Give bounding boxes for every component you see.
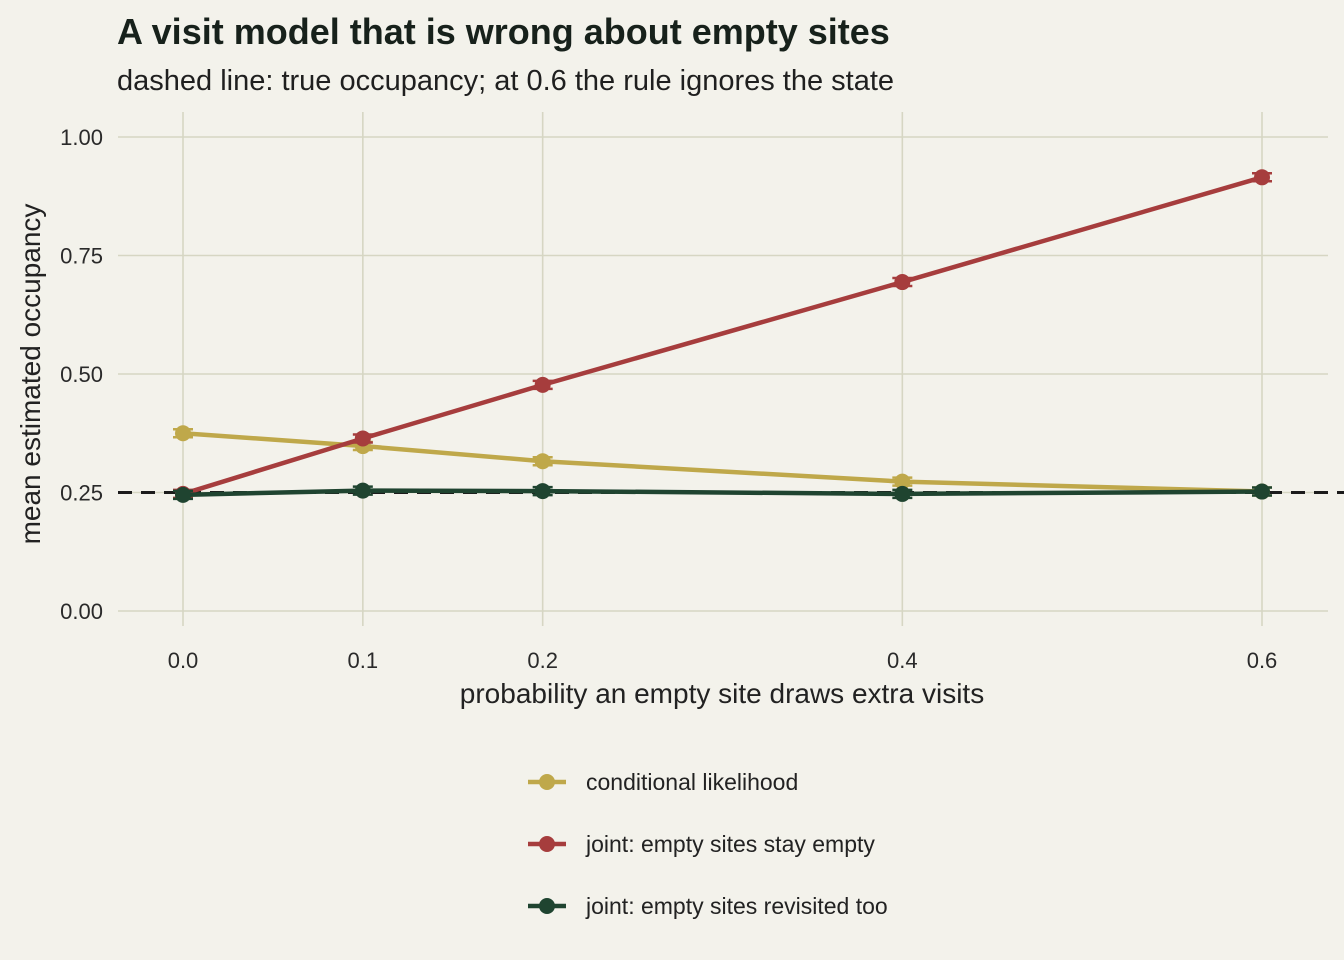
data-point xyxy=(534,376,551,393)
legend-item: joint: empty sites stay empty xyxy=(528,831,875,857)
data-point xyxy=(354,430,371,447)
y-tick-label: 0.50 xyxy=(60,362,103,387)
series-2 xyxy=(173,169,1272,502)
data-point xyxy=(175,425,191,442)
legend-label: joint: empty sites stay empty xyxy=(585,831,875,857)
data-point xyxy=(894,473,911,490)
x-tick-label: 0.4 xyxy=(887,648,918,673)
y-tick-label: 0.25 xyxy=(60,481,103,506)
legend-key-point xyxy=(539,774,555,790)
legend-label: conditional likelihood xyxy=(586,769,798,795)
x-tick-label: 0.0 xyxy=(168,648,199,673)
y-axis-ticks: 0.00 0.25 0.50 0.75 1.00 xyxy=(60,125,103,624)
data-point xyxy=(354,482,371,499)
data-point xyxy=(1254,169,1270,186)
data-point xyxy=(1254,483,1270,500)
data-point xyxy=(175,486,191,503)
chart-subtitle: dashed line: true occupancy; at 0.6 the … xyxy=(117,65,894,97)
legend-key-point xyxy=(539,836,555,852)
grid xyxy=(118,112,1328,626)
chart-title: A visit model that is wrong about empty … xyxy=(117,11,890,52)
x-tick-label: 0.6 xyxy=(1247,648,1278,673)
data-point xyxy=(894,485,911,502)
y-axis-title: mean estimated occupancy xyxy=(15,204,46,545)
legend-item: joint: empty sites revisited too xyxy=(528,893,888,919)
data-point xyxy=(894,274,911,291)
series-1 xyxy=(173,425,1272,500)
y-tick-label: 1.00 xyxy=(60,125,103,150)
series-line xyxy=(182,488,1263,498)
y-tick-label: 0.75 xyxy=(60,244,103,269)
y-tick-label: 0.00 xyxy=(60,599,103,624)
x-tick-label: 0.1 xyxy=(348,648,379,673)
legend: conditional likelihood joint: empty sites… xyxy=(528,769,888,919)
legend-key-point xyxy=(539,898,555,914)
series-layer xyxy=(173,169,1272,503)
x-axis-title: probability an empty site draws extra vi… xyxy=(460,678,984,709)
x-tick-label: 0.2 xyxy=(527,648,558,673)
legend-label: joint: empty sites revisited too xyxy=(585,893,888,919)
legend-item: conditional likelihood xyxy=(528,769,798,795)
data-point xyxy=(534,453,551,470)
x-axis-ticks: 0.0 0.1 0.2 0.4 0.6 xyxy=(168,648,1278,673)
series-3 xyxy=(173,482,1272,503)
data-point xyxy=(534,483,551,500)
